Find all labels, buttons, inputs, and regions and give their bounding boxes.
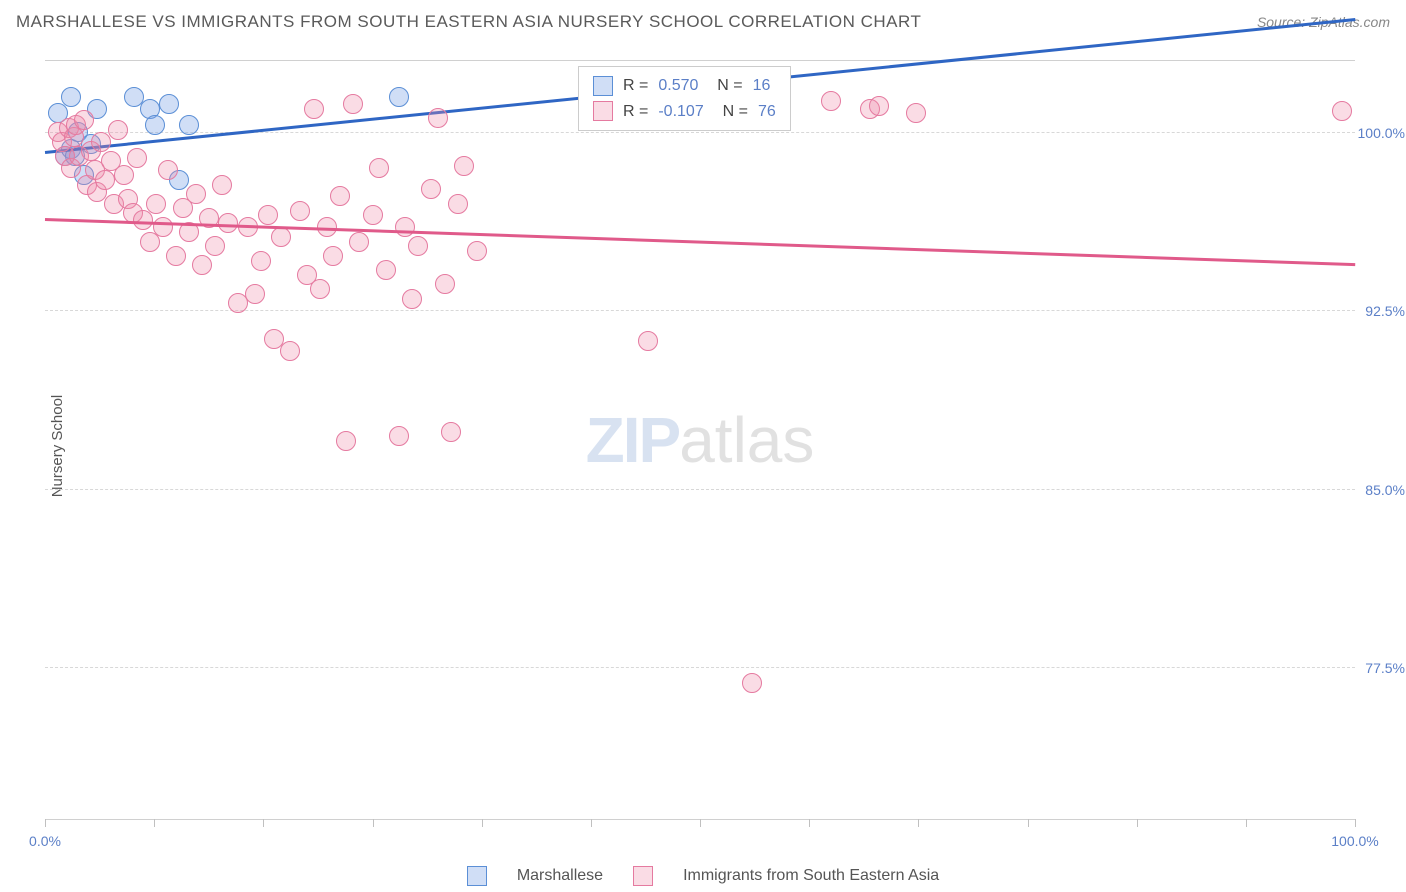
data-point <box>389 87 409 107</box>
data-point <box>145 115 165 135</box>
data-point <box>638 331 658 351</box>
data-point <box>127 148 147 168</box>
data-point <box>402 289 422 309</box>
data-point <box>408 236 428 256</box>
legend-swatch <box>593 76 613 96</box>
legend-series-label: Immigrants from South Eastern Asia <box>683 867 939 885</box>
legend-r-value: -0.107 <box>658 99 703 125</box>
data-point <box>205 236 225 256</box>
data-point <box>245 284 265 304</box>
data-point <box>376 260 396 280</box>
legend-n-label: N = <box>708 73 742 99</box>
gridline: 85.0% <box>45 489 1355 490</box>
ytick-label: 85.0% <box>1365 482 1405 498</box>
data-point <box>435 274 455 294</box>
data-point <box>74 110 94 130</box>
data-point <box>1332 101 1352 121</box>
data-point <box>369 158 389 178</box>
data-point <box>258 205 278 225</box>
data-point <box>179 115 199 135</box>
xtick <box>263 819 264 827</box>
data-point <box>186 184 206 204</box>
data-point <box>153 217 173 237</box>
stats-legend-row: R = -0.107 N = 76 <box>593 99 776 125</box>
data-point <box>336 431 356 451</box>
data-point <box>271 227 291 247</box>
data-point <box>133 210 153 230</box>
data-point <box>343 94 363 114</box>
xtick <box>45 819 46 827</box>
data-point <box>108 120 128 140</box>
watermark-b: atlas <box>679 404 814 476</box>
xtick <box>1137 819 1138 827</box>
data-point <box>61 87 81 107</box>
legend-n-value: 76 <box>758 99 776 125</box>
data-point <box>389 426 409 446</box>
chart-title: MARSHALLESE VS IMMIGRANTS FROM SOUTH EAS… <box>16 12 921 32</box>
legend-swatch <box>593 101 613 121</box>
bottom-legend: Marshallese Immigrants from South Eastern… <box>0 866 1406 886</box>
xtick <box>918 819 919 827</box>
xtick <box>1246 819 1247 827</box>
data-point <box>330 186 350 206</box>
data-point <box>454 156 474 176</box>
data-point <box>323 246 343 266</box>
watermark-a: ZIP <box>586 404 680 476</box>
data-point <box>421 179 441 199</box>
legend-n-label: N = <box>714 99 748 125</box>
xtick <box>700 819 701 827</box>
data-point <box>363 205 383 225</box>
legend-series-label: Marshallese <box>517 867 603 885</box>
legend-n-value: 16 <box>753 73 771 99</box>
data-point <box>304 99 324 119</box>
watermark: ZIPatlas <box>586 403 815 477</box>
data-point <box>212 175 232 195</box>
stats-legend: R = 0.570 N = 16R = -0.107 N = 76 <box>578 66 791 131</box>
trend-line <box>45 218 1355 266</box>
data-point <box>742 673 762 693</box>
xtick <box>154 819 155 827</box>
ytick-label: 77.5% <box>1365 660 1405 676</box>
data-point <box>218 213 238 233</box>
data-point <box>428 108 448 128</box>
data-point <box>158 160 178 180</box>
xtick <box>373 819 374 827</box>
ytick-label: 92.5% <box>1365 303 1405 319</box>
xtick-label: 100.0% <box>1331 833 1378 849</box>
gridline: 77.5% <box>45 667 1355 668</box>
data-point <box>869 96 889 116</box>
ytick-label: 100.0% <box>1358 125 1405 141</box>
legend-swatch <box>633 866 653 886</box>
xtick <box>809 819 810 827</box>
data-point <box>395 217 415 237</box>
data-point <box>349 232 369 252</box>
stats-legend-row: R = 0.570 N = 16 <box>593 73 776 99</box>
data-point <box>290 201 310 221</box>
legend-swatch <box>467 866 487 886</box>
data-point <box>159 94 179 114</box>
data-point <box>906 103 926 123</box>
data-point <box>280 341 300 361</box>
xtick <box>1355 819 1356 827</box>
data-point <box>441 422 461 442</box>
legend-r-label: R = <box>623 73 648 99</box>
legend-r-label: R = <box>623 99 648 125</box>
scatter-chart: ZIPatlas 100.0%92.5%85.0%77.5%0.0%100.0%… <box>45 60 1355 820</box>
data-point <box>114 165 134 185</box>
data-point <box>95 170 115 190</box>
xtick <box>591 819 592 827</box>
data-point <box>251 251 271 271</box>
data-point <box>310 279 330 299</box>
data-point <box>467 241 487 261</box>
data-point <box>192 255 212 275</box>
xtick <box>482 819 483 827</box>
data-point <box>166 246 186 266</box>
xtick <box>1028 819 1029 827</box>
data-point <box>146 194 166 214</box>
data-point <box>821 91 841 111</box>
data-point <box>91 132 111 152</box>
data-point <box>448 194 468 214</box>
xtick-label: 0.0% <box>29 833 61 849</box>
legend-r-value: 0.570 <box>658 73 698 99</box>
